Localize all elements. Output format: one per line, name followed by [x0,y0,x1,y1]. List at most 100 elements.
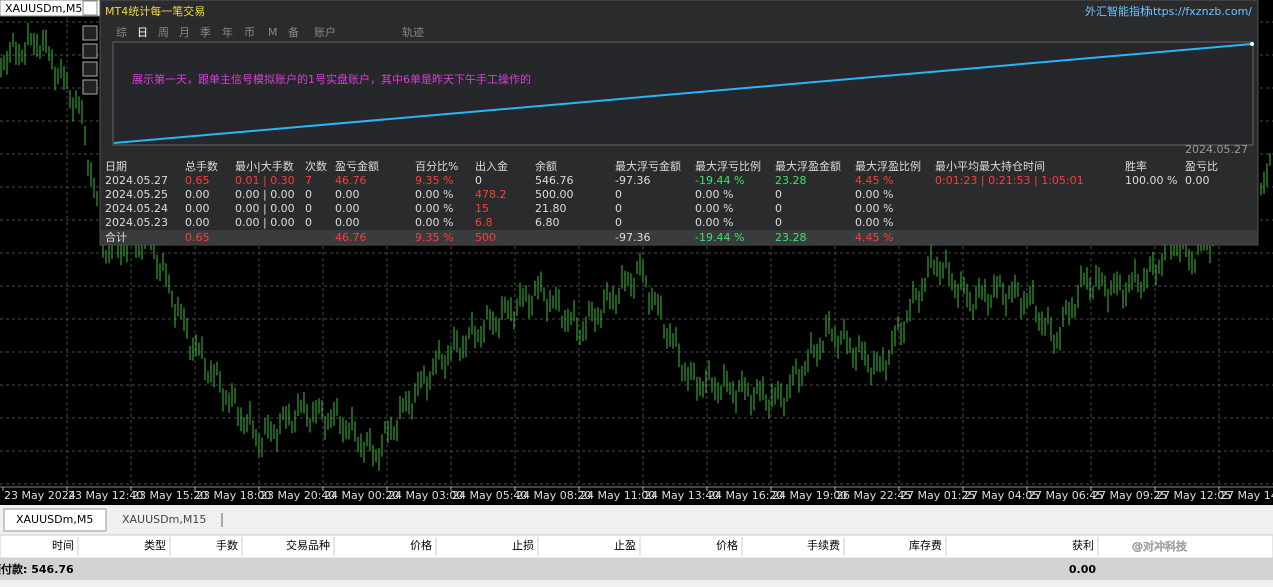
table-cell: 7 [305,174,312,187]
table-header: 日期 [105,160,127,173]
terminal-tabs: XAUUSDm,M5 XAUUSDm,M15 [3,508,223,532]
table-cell: 500.00 [535,188,574,201]
panel-tab[interactable]: 轨迹 [402,25,424,39]
time-label: 27 May 09:25 [1092,489,1167,502]
table-cell: 0 [775,216,782,229]
table-header: 最大浮亏金额 [615,159,681,173]
total-cell: -19.44 % [695,231,744,244]
total-cell: 0.65 [185,231,210,244]
table-cell: 0.00 % [695,188,733,201]
table-cell: 21.80 [535,202,567,215]
time-label: 24 May 03:00 [388,489,463,502]
table-cell: 0.01 | 0.30 [235,174,295,187]
panel-tab[interactable]: M [268,26,278,39]
column-header[interactable]: 价格 [716,538,738,552]
annotation: 展示第一天，跟单主信号模拟账户的1号实盘账户，其中6单是昨天下午手工操作的 [132,72,531,86]
time-label: 26 May 22:45 [836,489,911,502]
table-cell: 0.00 | 0.00 [235,188,295,201]
table-cell: 0 [615,216,622,229]
window-button[interactable] [82,0,98,16]
tool-icon[interactable] [82,43,98,59]
time-label: 23 May 18:00 [196,489,271,502]
price-bars [0,22,1271,471]
terminal-tab[interactable]: XAUUSDm,M15 [122,513,206,526]
equity-line [113,43,1253,144]
time-label: 27 May 06:45 [1028,489,1103,502]
table-cell: 0.00 % [415,188,453,201]
table-cell: 15 [475,202,489,215]
table-cell: 6.8 [475,216,493,229]
tool-icon[interactable] [82,25,98,41]
panel-tab[interactable]: 周 [158,26,169,39]
table-cell: 0 [775,188,782,201]
time-label: 24 May 05:40 [452,489,527,502]
panel-tab[interactable]: 季 [200,26,211,39]
table-cell: 0:01:23 | 0:21:53 | 1:05:01 [935,174,1084,187]
table-cell: -97.36 [615,174,650,187]
table-cell: 0.65 [185,174,210,187]
column-header[interactable]: 交易品种 [286,538,330,552]
panel-tab[interactable]: 年 [222,25,233,39]
column-header[interactable]: 止盈 [614,539,636,552]
table-header: 总手数 [185,159,218,173]
table-cell: 2024.05.25 [105,188,168,201]
table-cell: 0 [305,188,312,201]
stats-table: 日期 总手数 最小|大手数 次数 盈亏金额 百分比% 出入金 余额 最大浮亏金额 最大浮亏比例 最大… [105,159,1218,244]
site-name[interactable]: 外汇智能指标 [1085,4,1151,18]
column-header[interactable]: 价格 [410,538,432,552]
table-cell: 0.00 % [415,216,453,229]
column-header[interactable]: 库存费 [909,538,942,552]
table-cell: 0 [305,202,312,215]
table-cell: 0.00 [185,202,210,215]
table-cell: 0.00 [185,188,210,201]
panel-tab[interactable]: 日 [137,26,148,39]
table-cell: 546.76 [535,174,574,187]
table-cell: 0.00 % [415,202,453,215]
table-header: 百分比% [415,160,458,173]
time-label: 27 May 12:05 [1156,489,1231,502]
column-header[interactable]: 时间 [52,539,74,552]
panel-tab[interactable]: 月 [179,26,190,39]
total-cell: 500 [475,231,496,244]
panel-tab[interactable]: 币 [244,26,255,39]
total-cell: 合计 [105,230,127,244]
equity-end [1250,42,1254,46]
total-cell: -97.36 [615,231,650,244]
table-header: 余额 [535,159,557,173]
column-header[interactable]: 获利 [1072,539,1094,552]
table-header: 最大浮亏比例 [695,159,761,173]
table-cell: 4.45 % [855,174,893,187]
chart-date: 2024.05.27 [1185,143,1248,156]
time-label: 23 May 15:20 [132,489,207,502]
column-header[interactable]: 类型 [144,538,166,552]
table-header: 盈亏金额 [335,159,379,173]
time-label: 27 May 14:4 [1220,489,1273,502]
table-header: 最小平均最大持仓时间 [935,159,1045,173]
table-cell: 0.00 [335,216,360,229]
table-cell: 0 [615,202,622,215]
tool-icon[interactable] [82,79,98,95]
tool-icon[interactable] [82,61,98,77]
time-label: 24 May 13:40 [644,489,719,502]
terminal-tab[interactable]: XAUUSDm,M5 [16,513,93,526]
table-cell: 0.00 [1185,174,1210,187]
panel-tab[interactable]: 备 [288,25,299,39]
table-cell: 23.28 [775,174,807,187]
site-url[interactable]: https://fxznzb.com/ [1146,5,1252,18]
table-cell: 6.80 [535,216,560,229]
table-header: 盈亏比 [1185,160,1218,173]
column-header[interactable]: 止损 [512,538,534,552]
total-cell: 4.45 % [855,231,893,244]
panel-tab[interactable]: 账户 [314,25,336,39]
table-cell: 0.00 | 0.00 [235,216,295,229]
time-label: 23 May 20:40 [260,489,335,502]
table-cell: 46.76 [335,174,367,187]
table-cell: 478.2 [475,188,507,201]
column-header[interactable]: 手续费 [807,538,840,552]
column-header[interactable]: 手数 [216,538,238,552]
panel-title: MT4统计每一笔交易 [105,4,205,18]
panel-tab[interactable]: 综 [116,25,127,39]
